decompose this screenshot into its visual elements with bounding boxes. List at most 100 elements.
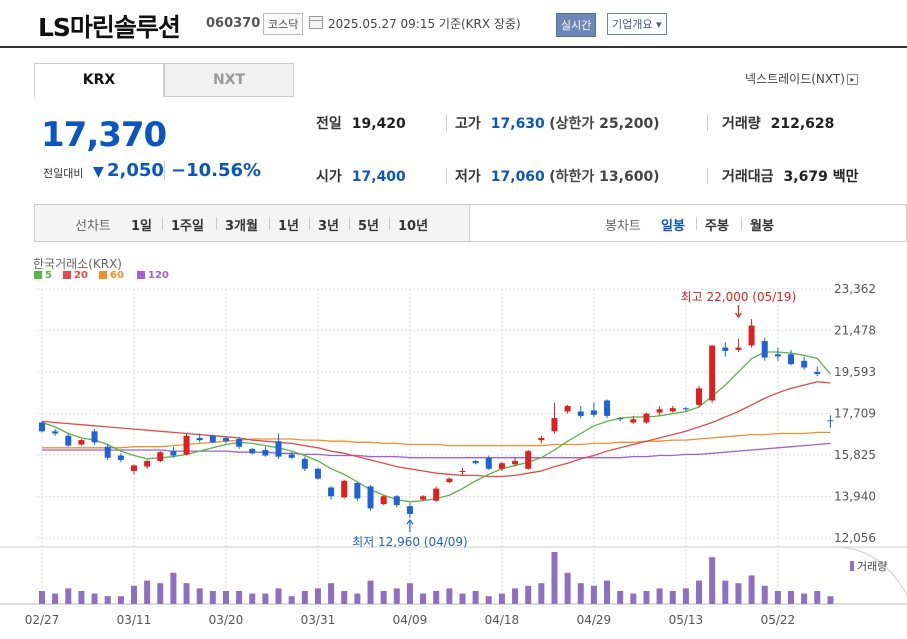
volume-bar — [696, 580, 703, 604]
stat-volume: 거래량 212,628 — [722, 113, 834, 133]
volume-bar — [209, 591, 216, 604]
period-1y[interactable]: 1년 — [278, 219, 300, 234]
stat-prev-close: 전일 19,420 — [316, 113, 406, 133]
stat-value: 17,060 — [490, 169, 545, 185]
candle-body — [314, 468, 321, 479]
nextrade-link-label: 넥스트레이드(NXT) — [745, 72, 845, 86]
volume-bar — [538, 583, 545, 604]
down-arrow-icon: ▼ — [93, 164, 104, 180]
candle-body — [78, 440, 85, 445]
stat-value: 3,679 백만 — [783, 169, 859, 185]
volume-bar — [222, 591, 229, 604]
volume-bar — [630, 593, 637, 604]
candle-body — [91, 431, 98, 443]
divider — [741, 217, 742, 230]
divider — [309, 217, 310, 230]
divider — [164, 160, 165, 180]
candle-body — [590, 410, 597, 415]
volume-bar — [577, 583, 584, 604]
volume-bar — [157, 583, 164, 604]
current-price: 17,370 — [41, 115, 167, 155]
volume-bar — [420, 593, 427, 604]
candle-body — [196, 437, 203, 441]
candle-body — [709, 345, 716, 401]
company-info-dropdown[interactable]: 기업개요 ▾ — [607, 13, 667, 35]
period-3m[interactable]: 3개월 — [225, 219, 258, 234]
market-badge: 코스닥 — [263, 13, 304, 35]
stat-value: 19,420 — [351, 116, 406, 132]
realtime-button[interactable]: 실시간 — [556, 13, 597, 37]
calendar-icon — [309, 16, 323, 29]
divider — [349, 217, 350, 230]
candle-body — [104, 446, 111, 458]
candle-body — [735, 347, 742, 350]
candle-body — [117, 455, 124, 460]
chart-source: 한국거래소(KRX) — [33, 257, 122, 271]
volume-bar — [682, 588, 689, 604]
volume-bar — [735, 583, 742, 604]
divider — [707, 115, 708, 131]
divider — [216, 217, 217, 230]
candle-body — [748, 325, 755, 346]
period-daily[interactable]: 일봉 — [661, 219, 685, 234]
volume-bar — [144, 580, 151, 604]
tab-nxt[interactable]: NXT — [164, 63, 294, 97]
candle-body — [170, 451, 177, 456]
volume-bar — [564, 572, 571, 604]
x-tick-label: 03/31 — [301, 613, 336, 627]
candle-body — [774, 354, 781, 357]
nextrade-link[interactable]: 넥스트레이드(NXT) ▸ — [745, 70, 858, 87]
stat-open: 시가 17,400 — [316, 166, 406, 186]
high-arrow-icon — [734, 304, 742, 318]
candle-body — [341, 480, 348, 498]
volume-bar — [406, 583, 413, 604]
change-amount: 2,050 — [107, 160, 164, 181]
candle-body — [485, 457, 492, 469]
stat-value: 212,628 — [770, 116, 835, 132]
period-1d[interactable]: 1일 — [131, 219, 153, 234]
stat-high: 고가 17,630 (상한가 25,200) — [455, 113, 660, 133]
volume-bar — [485, 596, 492, 604]
volume-bar — [170, 572, 177, 604]
divider — [389, 217, 390, 230]
tab-krx[interactable]: KRX — [34, 63, 164, 97]
quote-datetime: 2025.05.27 09:15 기준(KRX 장중) — [328, 17, 521, 31]
candle-body — [52, 431, 59, 434]
candle-body — [130, 465, 137, 471]
legend-swatch — [63, 271, 71, 279]
stat-turnover: 거래대금 3,679 백만 — [722, 166, 858, 186]
volume-bar — [512, 588, 519, 604]
x-tick-label: 05/22 — [761, 613, 796, 627]
candle-body — [236, 439, 243, 447]
candle-body — [682, 408, 689, 410]
volume-bar — [262, 593, 269, 604]
volume-bar — [643, 591, 650, 604]
stat-low: 저가 17,060 (하한가 13,600) — [455, 166, 660, 186]
volume-bar — [709, 557, 716, 604]
candle-body — [262, 450, 269, 456]
low-annotation: 최저 12,960 (04/09) — [352, 535, 468, 549]
candle-body — [406, 506, 413, 514]
divider — [446, 115, 447, 131]
period-3y[interactable]: 3년 — [318, 219, 340, 234]
period-5y[interactable]: 5년 — [358, 219, 380, 234]
ma60-line — [42, 431, 831, 449]
candle-body — [814, 371, 821, 375]
period-1w[interactable]: 1주일 — [171, 219, 204, 234]
high-annotation: 최고 22,000 (05/19) — [681, 290, 797, 304]
candle-body — [788, 354, 795, 365]
volume-bar — [814, 591, 821, 604]
legend-label: 120 — [148, 270, 169, 281]
candle-body — [301, 458, 308, 469]
volume-bar — [722, 580, 729, 604]
candle-body — [801, 360, 808, 368]
volume-bar — [196, 588, 203, 604]
y-tick-label: 13,940 — [834, 490, 876, 504]
x-tick-label: 05/13 — [669, 613, 704, 627]
volume-bar — [525, 585, 532, 604]
legend-swatch — [137, 271, 145, 279]
candle-body — [656, 409, 663, 413]
period-weekly[interactable]: 주봉 — [705, 219, 729, 234]
period-monthly[interactable]: 월봉 — [750, 219, 774, 234]
period-10y[interactable]: 10년 — [398, 219, 429, 234]
